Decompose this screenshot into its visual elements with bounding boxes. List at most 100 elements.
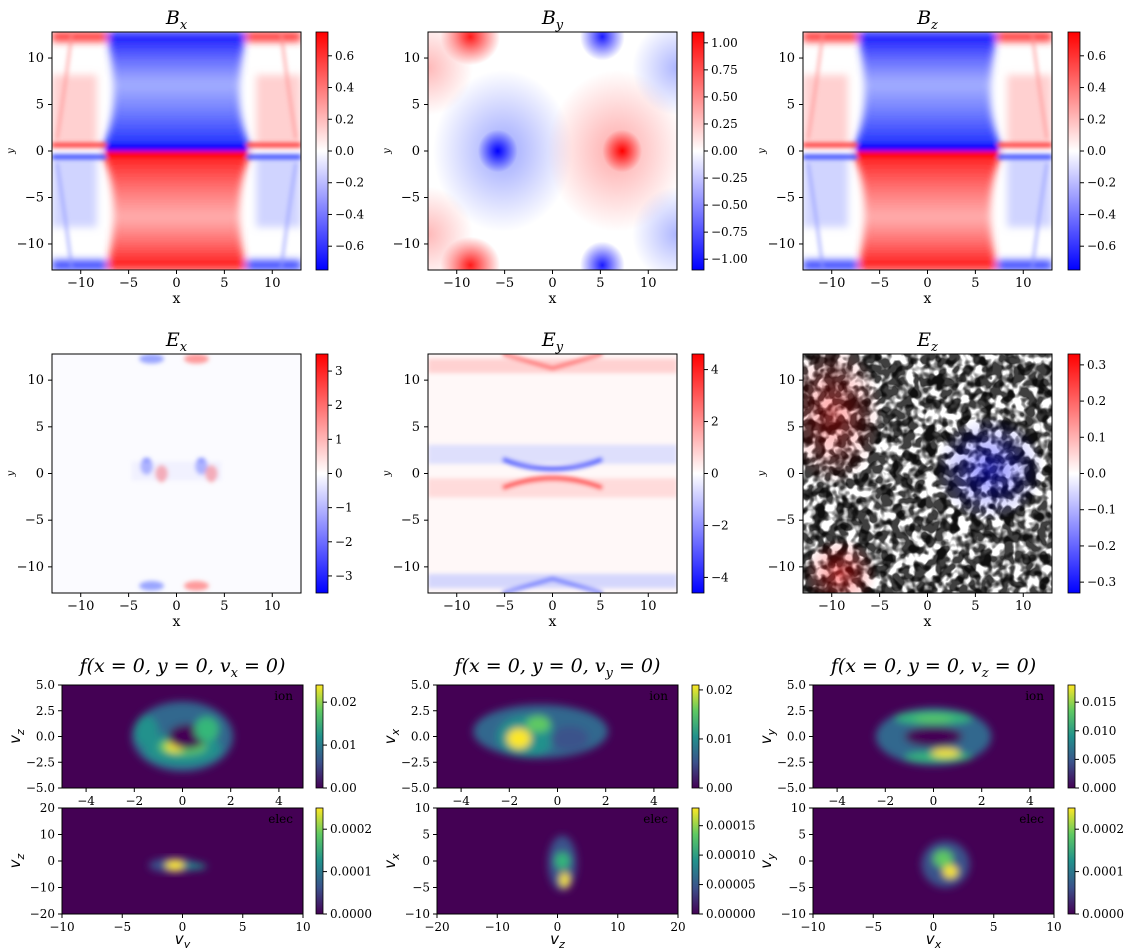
y-tick-label: 20 [40,801,55,815]
y-tick-label: 0 [787,144,795,159]
panel-title: Ex [165,329,188,355]
x-tick-label: −4 [77,794,95,808]
colorbar-tick-label: −1 [335,501,353,515]
x-tick-label: 0 [172,599,180,614]
y-tick-label: 10 [27,51,44,66]
x-tick-label: 0 [172,276,180,291]
distribution-panel-elec: elec [436,807,679,915]
distribution-panel-ion: ion [812,684,1055,789]
x-tick-label: 0 [548,276,556,291]
x-axis-label: x [173,614,181,630]
x-tick-label: −5 [119,276,138,291]
y-tick-label: −10 [768,237,795,252]
colorbar-tick-label: 0.00 [711,144,738,158]
heatmap-image [803,354,1052,593]
x-tick-label: −10 [800,920,825,934]
colorbar-tick-label: 0.6 [1087,49,1106,63]
heatmap-image [437,685,678,788]
x-axis-label: x [924,291,932,307]
colorbar-tick-label: 0.0000 [330,907,372,921]
y-tick-label: 0 [47,854,55,868]
x-tick-label: 10 [610,920,625,934]
colorbar-tick-label: 0.6 [335,49,354,63]
colorbar-tick-label: −4 [711,570,729,584]
y-tick-label: 5.0 [36,678,55,692]
heatmap-image [813,685,1054,788]
panel-title: f(x = 0, y = 0, vx = 0) [78,655,286,681]
y-tick-label: 5 [36,98,44,113]
colorbar: 0.3 0.2 0.1 0.0 −0.1 −0.2 −0.3 [1067,353,1116,594]
y-tick-label: −10 [781,907,806,921]
colorbar-tick-label: −0.6 [1087,239,1116,253]
colorbar: 0.6 0.4 0.2 0.0 −0.2 −0.4 −0.6 [315,31,365,271]
colorbar-tick-label: 0.1 [1087,430,1106,444]
colorbar-tick-label: −0.25 [711,171,748,185]
colorbar: 0.015 0.010 0.005 0.000 [1067,684,1116,795]
y-tick-label: −5.0 [777,781,806,795]
y-tick-label: 5.0 [411,678,430,692]
colorbar-tick-label: −0.2 [1087,539,1116,553]
x-tick-label: 0 [554,794,562,808]
colorbar-tick-label: 0.02 [706,683,733,697]
y-tick-label: 5 [787,98,795,113]
x-tick-label: 5 [596,599,604,614]
x-tick-label: 10 [1015,276,1032,291]
colorbar-tick-label: −0.2 [1087,176,1116,190]
colorbar-tick-label: 0.015 [1082,695,1116,709]
y-axis-label: vy [757,728,778,744]
colorbar-tick-label: 0.2 [1087,394,1106,408]
y-tick-label: 10 [791,801,806,815]
y-tick-label: −10 [393,237,420,252]
colorbar-tick-label: 0.00 [330,781,357,795]
y-axis-label: y [757,148,768,155]
heatmap-image [803,32,1052,270]
x-tick-label: −5 [495,599,514,614]
y-tick-label: 0.0 [411,730,430,744]
y-tick-label: 0 [787,467,795,482]
colorbar-tick-label: 0.02 [330,695,357,709]
y-tick-label: −2.5 [26,755,55,769]
x-tick-label: 4 [650,794,658,808]
colorbar-tick-label: 2 [711,415,719,429]
y-tick-label: −10 [17,560,44,575]
panel-title: f(x = 0, y = 0, vz = 0) [829,655,1036,681]
x-tick-label: −20 [424,920,449,934]
x-tick-label: −10 [49,920,74,934]
x-tick-label: −2 [876,794,894,808]
colorbar-tick-label: 0.4 [1087,81,1106,95]
colorbar-tick-label: 0.010 [1082,724,1116,738]
field-panel-b-z [802,31,1053,271]
x-axis-label: vy [175,930,191,948]
x-tick-label: −10 [485,920,510,934]
colorbar-tick-label: 0.0 [1087,144,1106,158]
colorbar-tick-label: 0.00 [706,781,733,795]
y-axis-label: vx [381,728,402,744]
heatmap-image [62,685,303,788]
y-axis-label: vy [757,853,778,869]
colorbar-tick-label: 0 [335,467,343,481]
y-tick-label: −10 [393,560,420,575]
field-panel-e-y [427,353,678,594]
x-tick-label: −10 [67,599,94,614]
panel-title: Bx [165,7,188,33]
x-axis-label: x [173,291,181,307]
y-tick-label: −5 [25,190,44,205]
x-tick-label: −5 [864,920,882,934]
y-tick-label: 10 [27,373,44,388]
y-axis-label: y [757,470,768,477]
colorbar-tick-label: −0.6 [335,239,364,253]
y-tick-label: −10 [30,881,55,895]
colorbar-tick-label: 0.0 [335,144,354,158]
y-tick-label: −5 [25,513,44,528]
y-tick-label: 0 [412,467,420,482]
x-tick-label: 5 [971,599,979,614]
heatmap-image [62,808,303,914]
x-tick-label: 10 [264,599,281,614]
species-label: ion [649,689,668,703]
x-tick-label: −5 [870,276,889,291]
heatmap-image [428,32,677,270]
x-tick-label: 0 [179,920,187,934]
colorbar-tick-label: −0.3 [1087,575,1116,589]
x-tick-label: 2 [978,794,986,808]
